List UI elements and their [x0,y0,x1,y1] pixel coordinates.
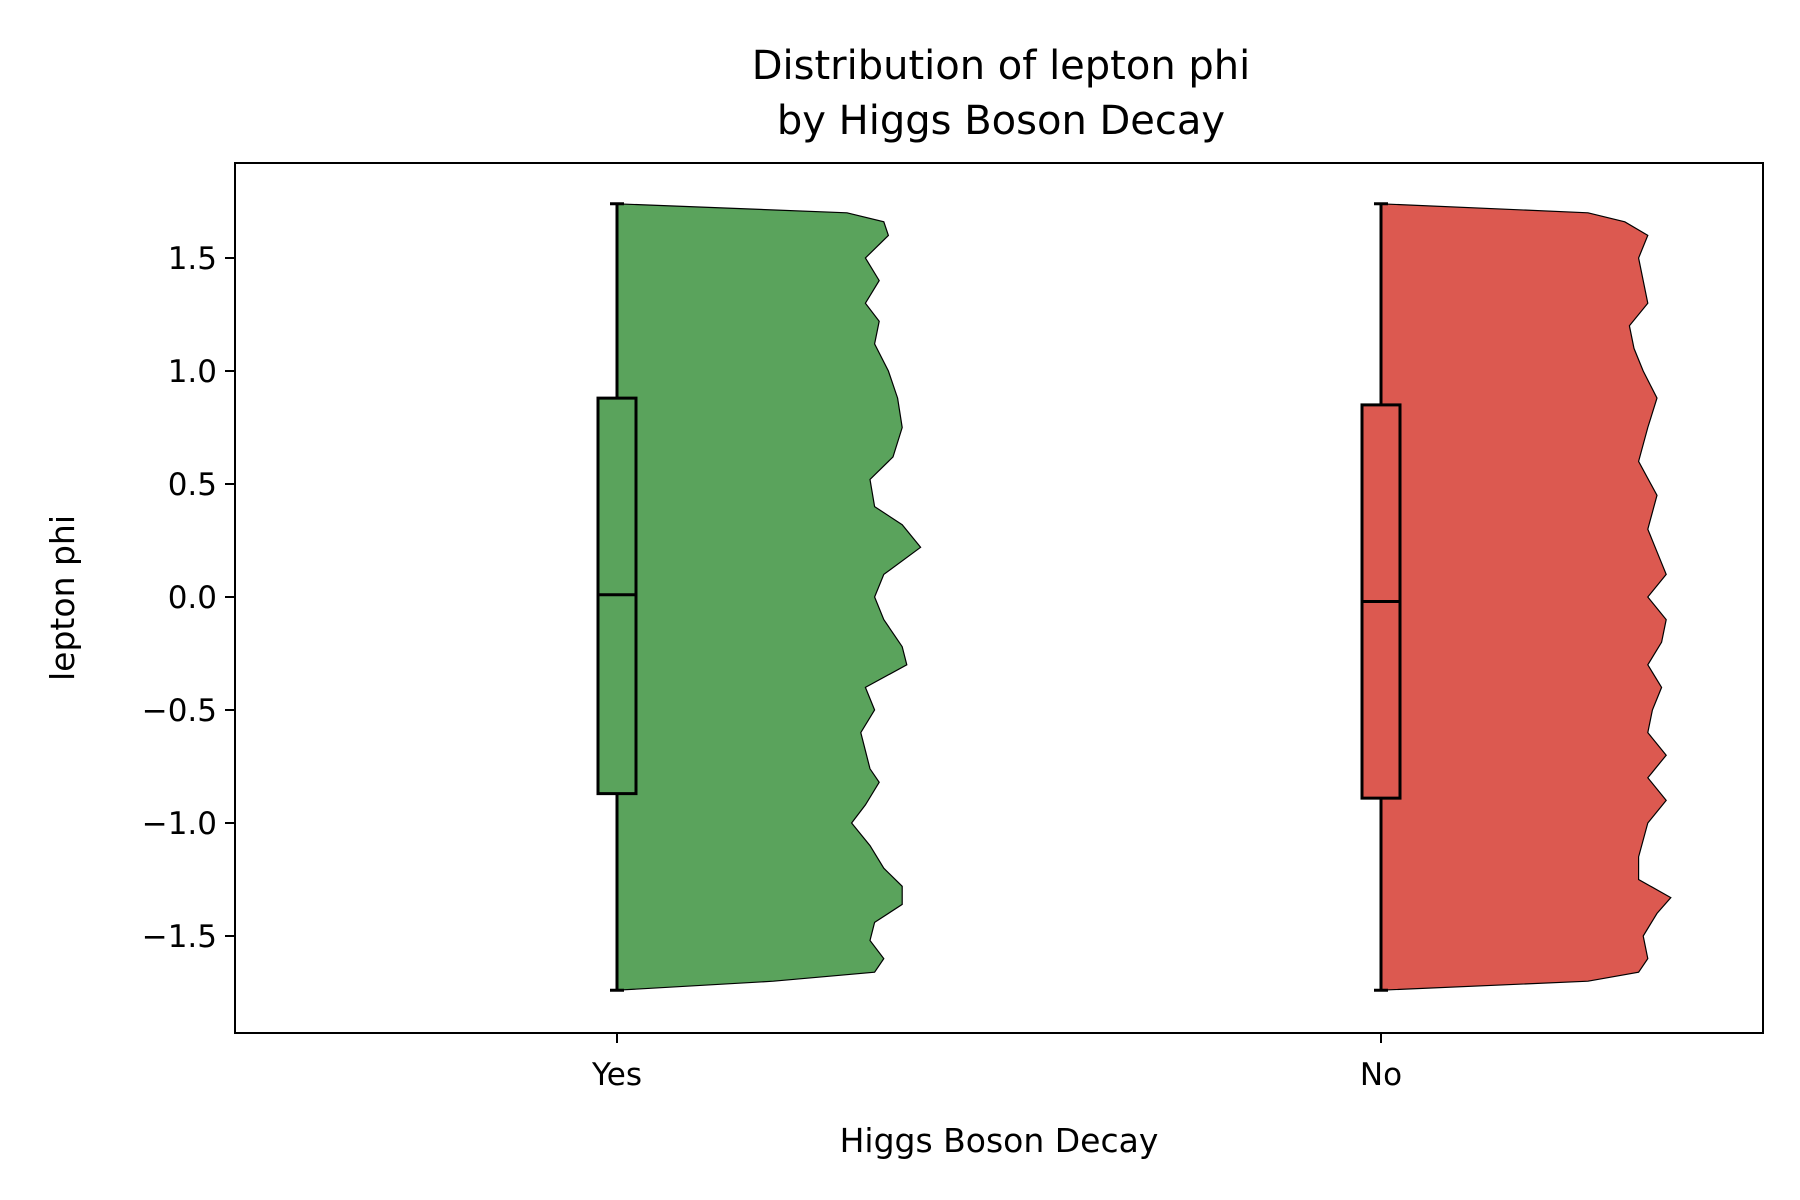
plot-area [596,202,1672,992]
y-axis-label: lepton phi [43,515,82,681]
y-tick-label: 1.0 [168,354,217,390]
x-axis-label: Higgs Boson Decay [840,1121,1159,1160]
y-tick-label: −0.5 [142,693,217,729]
y-tick-label: 1.5 [168,241,217,277]
violin-yes [616,203,922,991]
y-tick-label: 0.5 [168,467,217,503]
chart-title-line-2: by Higgs Boson Decay [777,98,1225,144]
y-tick-label: −1.0 [142,806,217,842]
x-axis: Yes No [591,1033,1402,1093]
y-tick-label: 0.0 [168,580,217,616]
y-axis: −1.5 −1.0 −0.5 0.0 0.5 1.0 1.5 [142,241,235,955]
x-tick-label-no: No [1360,1057,1402,1093]
y-tick-label: −1.5 [142,919,217,955]
x-tick-label-yes: Yes [591,1057,642,1093]
violin-no [1380,203,1672,991]
axes-frame [234,162,1764,1034]
chart-title-line-1: Distribution of lepton phi [752,43,1251,89]
